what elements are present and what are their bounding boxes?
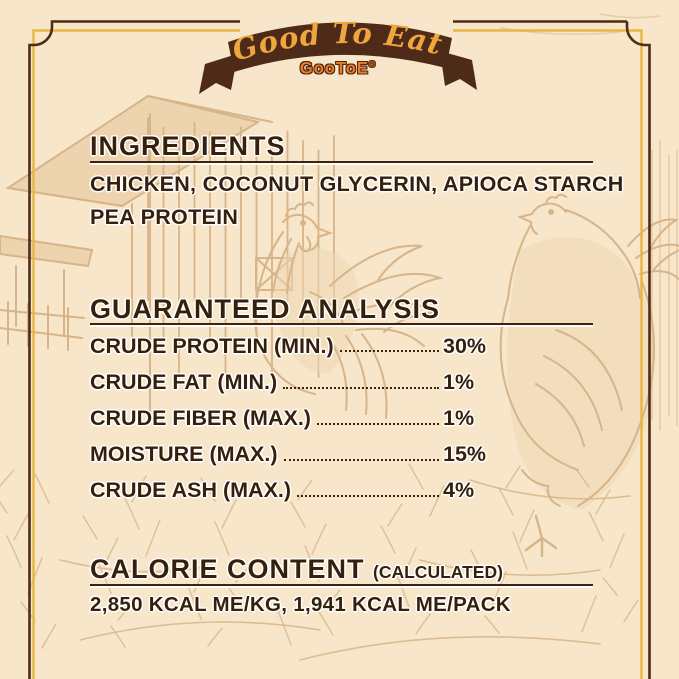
- hay-strokes: [59, 479, 631, 661]
- calorie-qualifier: (CALCULATED): [373, 562, 503, 582]
- analysis-label: CRUDE FIBER (MAX.): [90, 405, 311, 430]
- frame-dark-line-right: [625, 21, 651, 679]
- brand-logo: GooToE®: [195, 59, 480, 79]
- dotted-leader: [297, 478, 439, 498]
- calorie-content-heading: CALORIE CONTENT (CALCULATED): [90, 554, 503, 585]
- analysis-label: CRUDE PROTEIN (MIN.): [90, 333, 334, 358]
- ingredients-rule: [90, 161, 593, 163]
- analysis-label: MOISTURE (MAX.): [90, 442, 278, 467]
- analysis-label: CRUDE ASH (MAX.): [90, 478, 292, 503]
- porch-roof: [0, 234, 94, 268]
- analysis-value: 1%: [443, 405, 475, 430]
- brand-ribbon: Good To Eat: [199, 8, 477, 102]
- ribbon-tail-right: [440, 51, 477, 90]
- brand-logo-text: GooToE: [299, 59, 369, 78]
- dotted-leader: [283, 370, 439, 389]
- grass-strokes: [0, 463, 639, 649]
- calorie-content-rule: [90, 584, 593, 586]
- registered-trademark-mark: ®: [368, 59, 376, 69]
- analysis-value: 30%: [443, 333, 487, 358]
- ingredients-line-2: PEA PROTEIN: [90, 205, 239, 229]
- analysis-value: 4%: [443, 478, 475, 503]
- hen: [499, 193, 679, 558]
- dotted-leader: [316, 406, 439, 425]
- analysis-value: 15%: [443, 442, 487, 467]
- analysis-row: MOISTURE (MAX.) 15%: [90, 437, 593, 473]
- analysis-row: CRUDE PROTEIN (MIN.) 30%: [90, 328, 593, 364]
- guaranteed-analysis-rule: [90, 323, 593, 325]
- ribbon-band: [228, 22, 452, 73]
- analysis-row: CRUDE FIBER (MAX.) 1%: [90, 400, 593, 436]
- fence: [0, 301, 85, 351]
- brand-banner: Good To Eat GooToE®: [195, 5, 480, 105]
- guaranteed-analysis-heading: GUARANTEED ANALYSIS: [90, 294, 441, 324]
- frame-dark-line-left: [28, 20, 627, 679]
- guaranteed-analysis-table: CRUDE PROTEIN (MIN.) 30% CRUDE FAT (MIN.…: [90, 328, 593, 509]
- analysis-row: CRUDE ASH (MAX.) 4%: [90, 473, 593, 509]
- dotted-leader: [339, 334, 439, 353]
- ingredients-heading: INGREDIENTS: [90, 131, 286, 161]
- analysis-value: 1%: [443, 369, 475, 394]
- calorie-values-line: 2,850 KCAL ME/KG, 1,941 KCAL ME/PACK: [90, 593, 511, 616]
- ribbon-tail-left: [199, 53, 240, 94]
- analysis-label: CRUDE FAT (MIN.): [90, 369, 278, 394]
- ingredients-line-1: CHICKEN, COCONUT GLYCERIN, APIOCA STARCH: [90, 172, 624, 196]
- analysis-row: CRUDE FAT (MIN.) 1%: [90, 364, 593, 400]
- calorie-content-heading-text: CALORIE CONTENT: [90, 554, 365, 584]
- hen-foot: [524, 514, 558, 558]
- dotted-leader: [283, 442, 439, 462]
